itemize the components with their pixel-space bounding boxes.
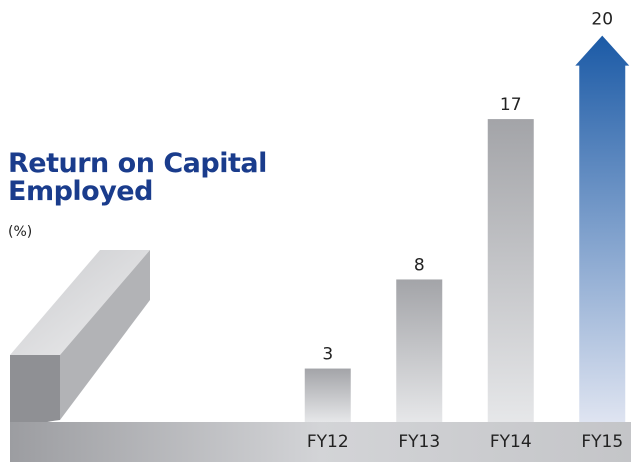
x-tick-label: FY13	[398, 432, 440, 452]
value-label: 3	[322, 345, 333, 365]
x-tick-label: FY15	[581, 432, 623, 452]
chart-subtitle: (%)	[8, 224, 33, 240]
ribbon-top	[10, 250, 150, 355]
value-label: 20	[591, 10, 613, 30]
value-label: 17	[500, 95, 522, 115]
ribbon-front	[60, 250, 150, 420]
ribbon-side	[10, 355, 60, 440]
bar	[304, 368, 351, 422]
chart-title: Return on Capital Employed	[8, 148, 267, 207]
x-tick-label: FY12	[307, 432, 349, 452]
bar	[396, 279, 443, 422]
floor	[10, 422, 631, 462]
value-label: 8	[414, 255, 425, 275]
x-tick-label: FY14	[490, 432, 532, 452]
bar	[487, 119, 534, 422]
arrow-bar	[575, 35, 630, 423]
